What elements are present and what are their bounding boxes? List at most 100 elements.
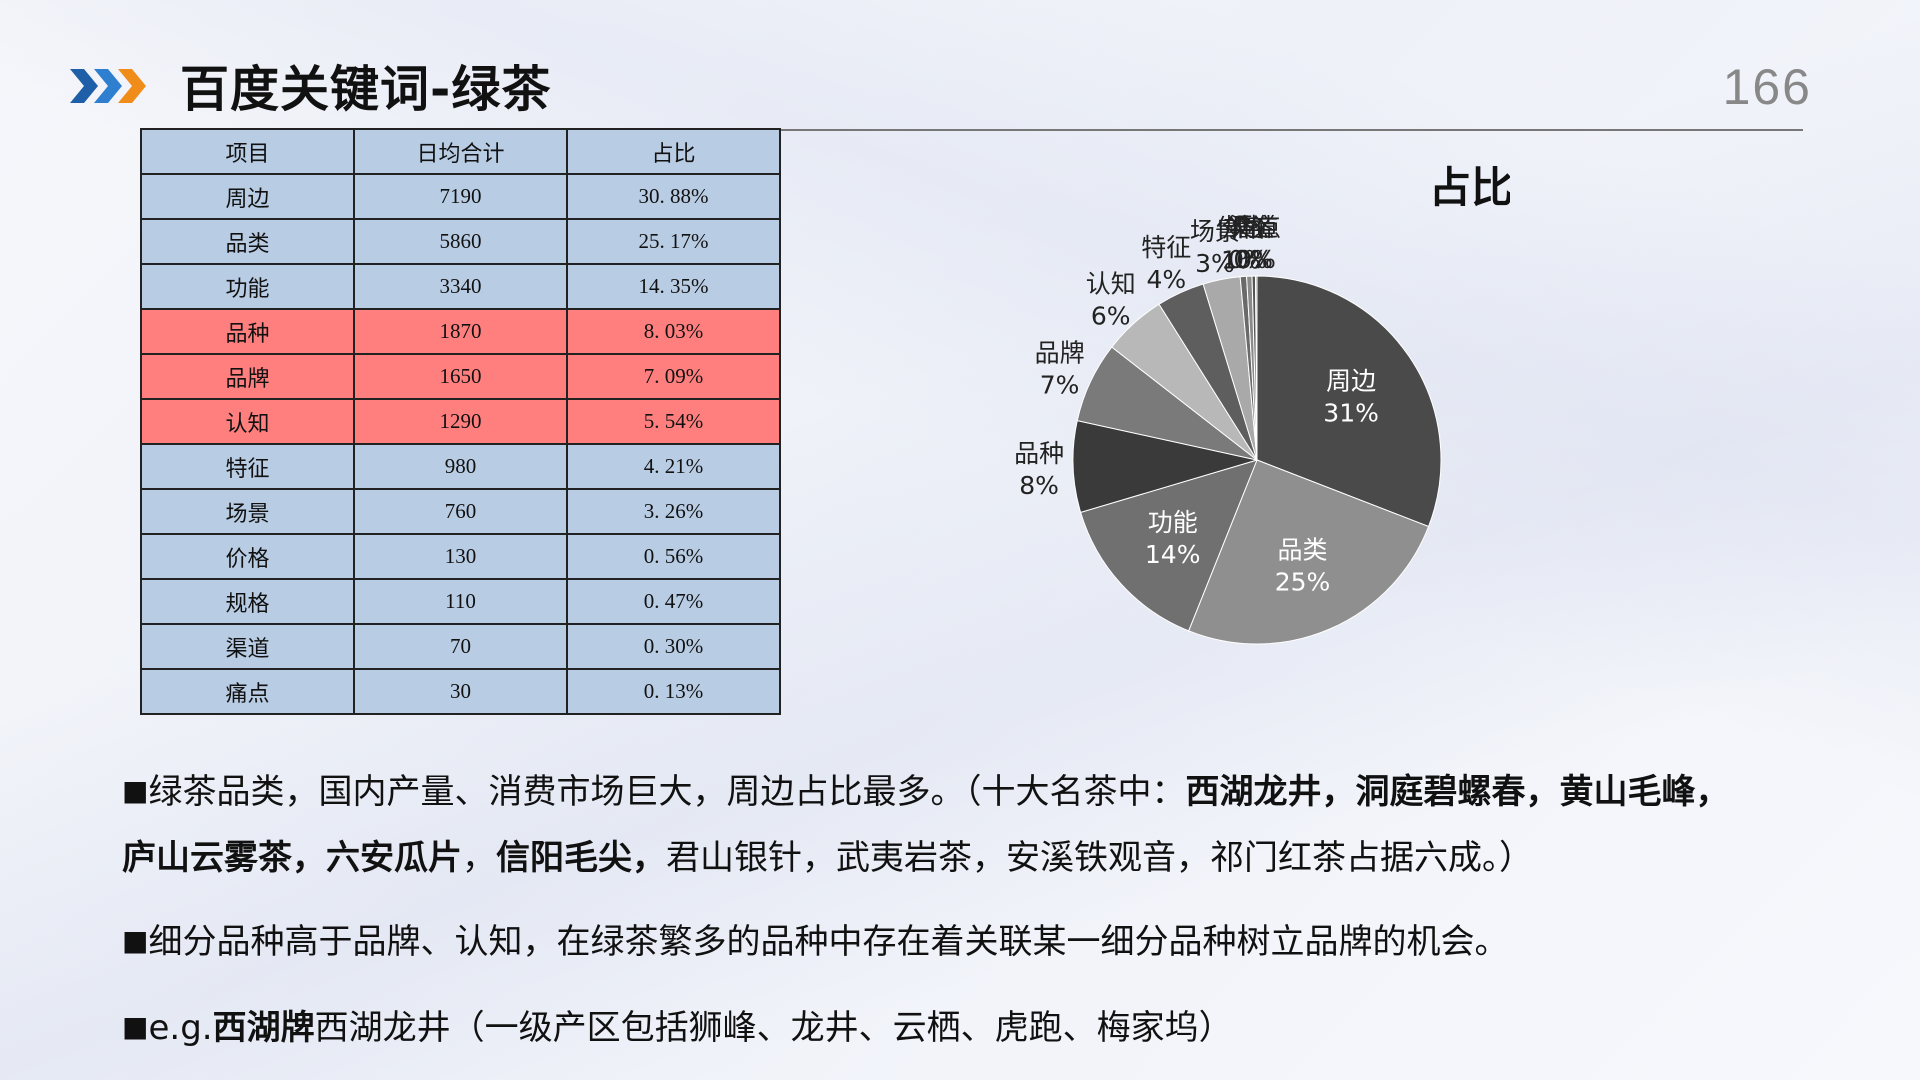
- slice-percent-label: 7%: [1040, 370, 1080, 399]
- table-row: 认知 1290 5. 54%: [140, 398, 781, 445]
- bullet-icon: ■: [122, 1010, 149, 1043]
- table-row: 价格 130 0. 56%: [140, 533, 781, 580]
- column-header-item: 项目: [140, 128, 355, 175]
- slice-percent-label: 0%: [1228, 245, 1268, 274]
- cell-share: 8. 03%: [566, 308, 781, 355]
- cell-share: 3. 26%: [566, 488, 781, 535]
- table-row: 品种 1870 8. 03%: [140, 308, 781, 355]
- cell-item: 功能: [140, 263, 355, 310]
- page-number: 166: [1722, 59, 1812, 115]
- para3-bold-b: 西湖牌: [212, 1008, 315, 1048]
- column-header-share: 占比: [566, 128, 781, 175]
- table-row: 场景 760 3. 26%: [140, 488, 781, 535]
- body-text: ■绿茶品类，国内产量、消费市场巨大，周边占比最多。（十大名茶中：西湖龙井，洞庭碧…: [122, 760, 1762, 1062]
- slice-label: 功能 14%: [1145, 508, 1201, 569]
- cell-daily: 7190: [353, 173, 568, 220]
- cell-item: 规格: [140, 578, 355, 625]
- cell-daily: 30: [353, 668, 568, 715]
- slice-category-label: 周边: [1326, 367, 1376, 396]
- page-title: 百度关键词-绿茶: [180, 61, 552, 118]
- slice-category-label: 品类: [1277, 536, 1327, 565]
- slice-percent-label: 31%: [1323, 399, 1379, 428]
- cell-share: 0. 13%: [566, 668, 781, 715]
- slice-label: 场景 3%: [1190, 217, 1240, 278]
- bullet-icon: ■: [122, 774, 149, 807]
- cell-share: 0. 47%: [566, 578, 781, 625]
- chart-title: 占比: [1429, 163, 1510, 212]
- header-divider: [778, 129, 1803, 131]
- cell-share: 4. 21%: [566, 443, 781, 490]
- slice-percent-label: 0%: [1236, 245, 1276, 274]
- table-row: 特征 980 4. 21%: [140, 443, 781, 490]
- cell-share: 14. 35%: [566, 263, 781, 310]
- cell-share: 5. 54%: [566, 398, 781, 445]
- cell-daily: 5860: [353, 218, 568, 265]
- paragraph-2: ■细分品种高于品牌、认知，在绿茶繁多的品种中存在着关联某一细分品种树立品牌的机会…: [122, 910, 1762, 976]
- table-row: 品类 5860 25. 17%: [140, 218, 781, 265]
- cell-share: 0. 56%: [566, 533, 781, 580]
- cell-daily: 110: [353, 578, 568, 625]
- slice-category-label: 场景: [1190, 217, 1240, 246]
- paragraph-3: ■e.g.西湖牌西湖龙井（一级产区包括狮峰、龙井、云栖、虎跑、梅家坞）: [122, 996, 1762, 1062]
- cell-daily: 1290: [353, 398, 568, 445]
- slice-percent-label: 1%: [1221, 246, 1261, 275]
- pie-slice: [1256, 275, 1442, 528]
- cell-item: 品牌: [140, 353, 355, 400]
- para1-text-a: 绿茶品类，国内产量、消费市场巨大，周边占比最多。（十大名茶中：: [148, 772, 1186, 812]
- pie-chart: 占比 周边 31%品类 25%功能 14%品种 8%品牌 7%认知 6%特征 4%场景 3%价格…: [1014, 163, 1510, 645]
- slice-category-label: 痛点: [1231, 213, 1281, 242]
- pie-slice: [1188, 459, 1430, 645]
- para3-text-c: 西湖龙井（一级产区包括狮峰、龙井、云栖、虎跑、梅家坞）: [314, 1008, 1233, 1048]
- slide-header: 百度关键词-绿茶: [66, 50, 551, 121]
- slice-label: 品类 25%: [1275, 536, 1331, 597]
- slice-label: 规格 0%: [1223, 213, 1273, 274]
- slice-percent-label: 6%: [1091, 301, 1131, 330]
- slice-category-label: 规格: [1223, 213, 1273, 242]
- column-header-daily: 日均合计: [353, 128, 568, 175]
- slice-label: 周边 31%: [1323, 367, 1379, 428]
- slice-category-label: 功能: [1148, 508, 1198, 537]
- slice-label: 品种 8%: [1014, 439, 1064, 500]
- table-row: 品牌 1650 7. 09%: [140, 353, 781, 400]
- slice-percent-label: 25%: [1275, 568, 1331, 597]
- table-row: 渠道 70 0. 30%: [140, 623, 781, 670]
- cell-share: 7. 09%: [566, 353, 781, 400]
- slice-percent-label: 4%: [1146, 265, 1186, 294]
- table-row: 规格 110 0. 47%: [140, 578, 781, 625]
- pie-slice: [1079, 459, 1258, 632]
- cell-daily: 760: [353, 488, 568, 535]
- cell-daily: 130: [353, 533, 568, 580]
- cell-item: 渠道: [140, 623, 355, 670]
- table-body: 周边 7190 30. 88% 品类 5860 25. 17% 功能 3340 14. 35% 品…: [140, 173, 781, 715]
- para1-text-e: 君山银针，武夷岩茶，安溪铁观音，祁门红茶占据六成。）: [666, 838, 1533, 878]
- pie-slice: [1255, 275, 1258, 461]
- slice-label: 特征 4%: [1141, 233, 1191, 294]
- table-header-row: 项目 日均合计 占比: [140, 128, 781, 175]
- cell-share: 30. 88%: [566, 173, 781, 220]
- cell-share: 0. 30%: [566, 623, 781, 670]
- table-row: 功能 3340 14. 35%: [140, 263, 781, 310]
- cell-item: 价格: [140, 533, 355, 580]
- table-row: 周边 7190 30. 88%: [140, 173, 781, 220]
- cell-item: 认知: [140, 398, 355, 445]
- slice-label: 价格 1%: [1216, 214, 1266, 275]
- slice-label: 品牌 7%: [1035, 338, 1085, 399]
- slice-percent-label: 3%: [1195, 249, 1235, 278]
- slice-percent-label: 8%: [1019, 471, 1059, 500]
- chevron-arrows-icon: [70, 68, 146, 103]
- slice-category-label: 品牌: [1035, 338, 1085, 367]
- slice-category-label: 渠道: [1228, 213, 1278, 242]
- slice-category-label: 品种: [1014, 439, 1064, 468]
- cell-daily: 70: [353, 623, 568, 670]
- slice-category-label: 价格: [1216, 214, 1266, 243]
- cell-item: 品类: [140, 218, 355, 265]
- para1-bold-d: 信阳毛尖，: [496, 838, 666, 878]
- cell-item: 周边: [140, 173, 355, 220]
- keyword-table: 项目 日均合计 占比 周边 7190 30. 88% 品类 5860 25. 17% 功能 3…: [140, 128, 781, 715]
- slice-category-label: 特征: [1141, 233, 1191, 262]
- cell-item: 痛点: [140, 668, 355, 715]
- bullet-icon: ■: [122, 924, 149, 957]
- cell-item: 场景: [140, 488, 355, 535]
- slice-label: 痛点 0%: [1231, 213, 1281, 274]
- table-row: 痛点 30 0. 13%: [140, 668, 781, 715]
